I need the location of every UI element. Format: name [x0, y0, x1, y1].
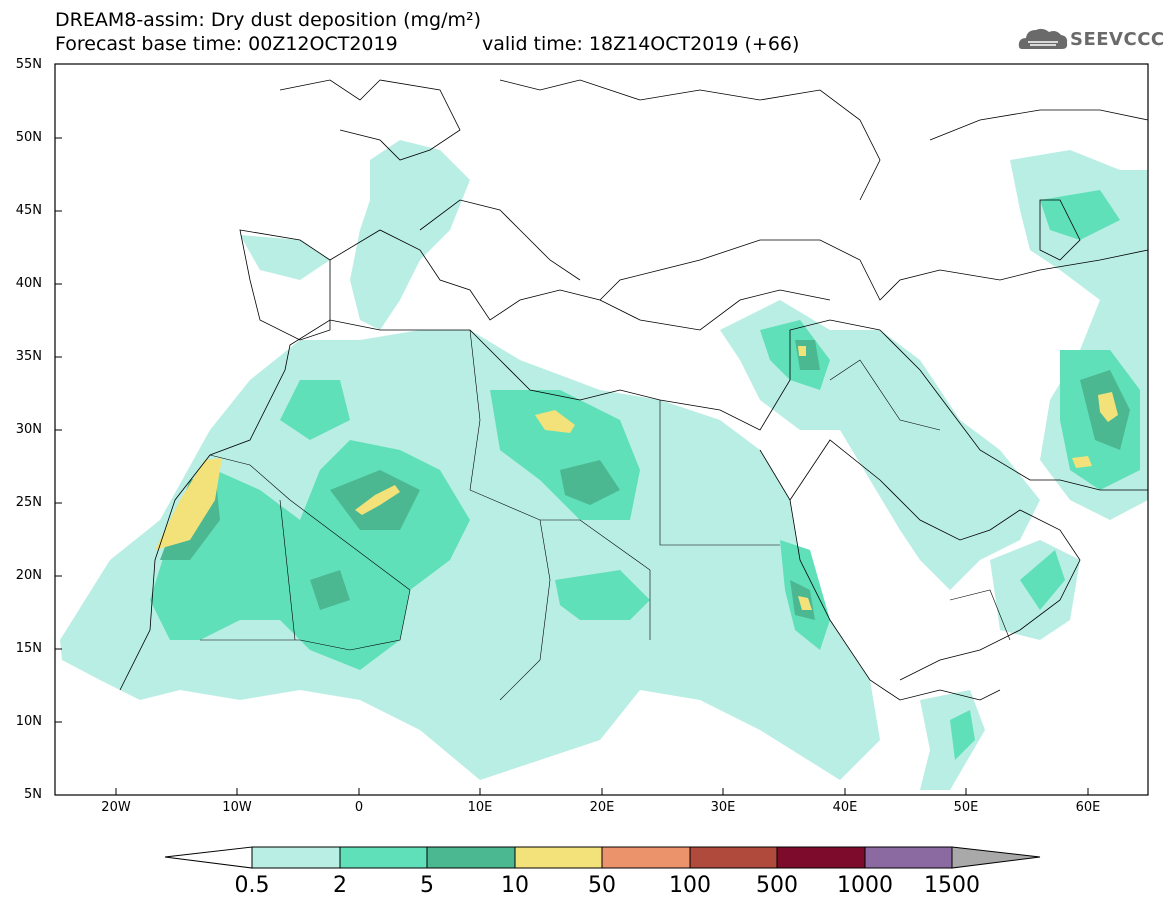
lat-label: 45N [15, 203, 42, 218]
borders [200, 329, 1011, 701]
lat-label: 40N [15, 276, 42, 291]
lat-label: 55N [15, 57, 42, 72]
valid-time: valid time: 18Z14OCT2019 (+66) [482, 33, 800, 55]
colorbar-label: 1500 [924, 873, 980, 898]
dust-field [60, 79, 1148, 790]
colorbar-label: 0.5 [234, 873, 270, 898]
lat-label: 15N [15, 641, 42, 656]
lon-label: 20W [101, 800, 131, 815]
lon-label: 40E [832, 800, 858, 815]
lon-label: 50E [953, 800, 979, 815]
logo-text: SEEVCCC [1070, 29, 1165, 50]
colorbar-swatch-5 [601, 846, 691, 869]
lon-label: 0 [354, 800, 364, 815]
lon-label: 30E [710, 800, 736, 815]
forecast-base-time: Forecast base time: 00Z12OCT2019 [55, 33, 398, 55]
colorbar-label: 10 [501, 873, 529, 898]
cloud-logo-icon [1018, 28, 1068, 49]
colorbar-swatch-7 [776, 846, 866, 869]
lat-label: 30N [15, 422, 42, 437]
colorbar-label: 100 [669, 873, 711, 898]
colorbar-label: 500 [756, 873, 798, 898]
colorbar-label: 2 [333, 873, 347, 898]
lat-label: 20N [15, 568, 42, 583]
lon-label: 60E [1075, 800, 1101, 815]
lat-label: 50N [15, 130, 42, 145]
colorbar-swatch-4 [514, 846, 603, 869]
colorbar-swatch-8 [864, 846, 953, 869]
lon-label: 10E [467, 800, 493, 815]
lat-label: 5N [24, 787, 42, 802]
lon-label: 20E [589, 800, 615, 815]
colorbar-label: 50 [588, 873, 616, 898]
colorbar-label: 1000 [837, 873, 893, 898]
colorbar-label: 5 [420, 873, 434, 898]
colorbar-swatch-1 [251, 846, 341, 869]
colorbar-swatch-3 [426, 846, 516, 869]
lat-label: 25N [15, 495, 42, 510]
colorbar-high-arrow [951, 846, 1041, 869]
coastlines [119, 79, 1148, 701]
colorbar-swatch-2 [339, 846, 428, 869]
dust-level-10 [155, 346, 1118, 610]
lat-label: 10N [15, 714, 42, 729]
colorbar-low-arrow [164, 846, 253, 869]
lat-ticks [55, 137, 62, 723]
map-title: DREAM8-assim: Dry dust deposition (mg/m²… [55, 9, 482, 31]
lon-label: 10W [222, 800, 252, 815]
lon-ticks [115, 788, 1089, 795]
lat-label: 35N [15, 349, 42, 364]
colorbar-swatch-6 [689, 846, 778, 869]
colorbar [164, 846, 1041, 869]
